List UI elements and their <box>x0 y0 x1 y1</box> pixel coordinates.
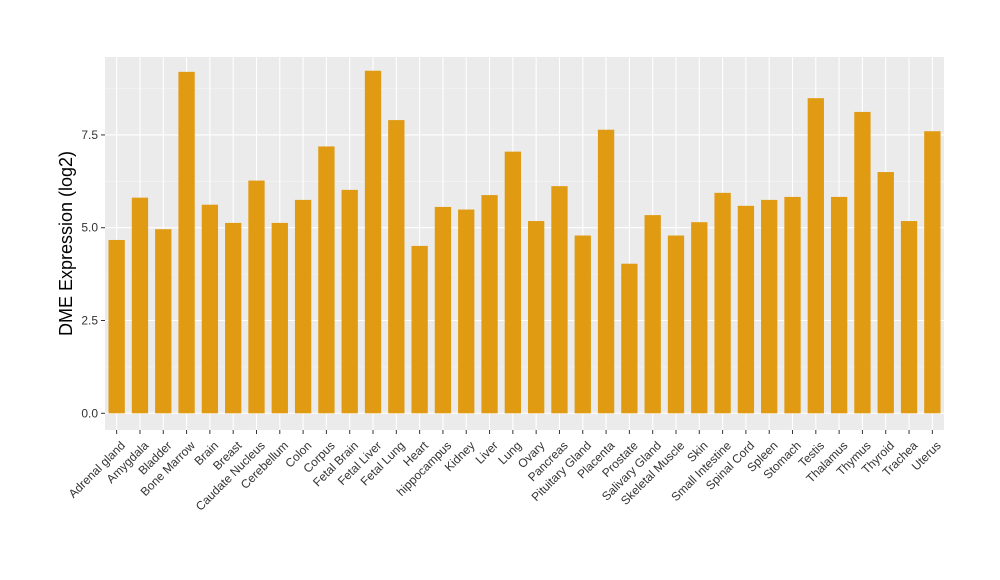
y-axis: 0.0 2.5 5.0 7.5 <box>81 128 105 420</box>
bar <box>597 129 615 414</box>
bar <box>667 235 685 414</box>
y-tick-label: 2.5 <box>81 314 98 328</box>
bar <box>527 221 545 414</box>
bar <box>388 120 405 414</box>
bar <box>924 131 941 414</box>
bar <box>434 206 452 414</box>
bar <box>714 192 731 414</box>
bar <box>341 189 358 414</box>
bar <box>737 205 755 414</box>
bar <box>248 180 265 414</box>
bar <box>621 263 638 414</box>
y-tick-label: 7.5 <box>81 128 98 142</box>
bar <box>784 196 801 414</box>
plot-panel <box>105 57 944 430</box>
bar <box>178 71 195 414</box>
bar <box>551 186 568 414</box>
bar <box>807 98 824 414</box>
bar <box>644 215 661 414</box>
bar <box>108 239 125 414</box>
bar <box>201 204 219 414</box>
bar <box>155 229 172 414</box>
bar <box>411 245 428 414</box>
bar <box>900 221 918 414</box>
y-tick-label: 0.0 <box>81 406 98 420</box>
bar <box>294 199 312 414</box>
bar <box>131 197 149 414</box>
y-tick-label: 5.0 <box>81 221 98 235</box>
bar <box>364 70 382 414</box>
bar <box>504 151 522 414</box>
bar <box>318 146 335 414</box>
y-axis-title: DME Expression (log2) <box>56 151 76 336</box>
bar <box>574 235 591 414</box>
bar <box>877 172 894 414</box>
bar <box>225 222 242 414</box>
bar <box>830 196 848 414</box>
bar <box>761 199 778 414</box>
bar <box>271 222 288 414</box>
bar <box>691 222 708 414</box>
bar <box>481 195 498 414</box>
bars <box>108 70 941 414</box>
bar <box>458 209 475 414</box>
bar <box>854 111 871 414</box>
x-tick-label: Liver <box>473 438 501 466</box>
